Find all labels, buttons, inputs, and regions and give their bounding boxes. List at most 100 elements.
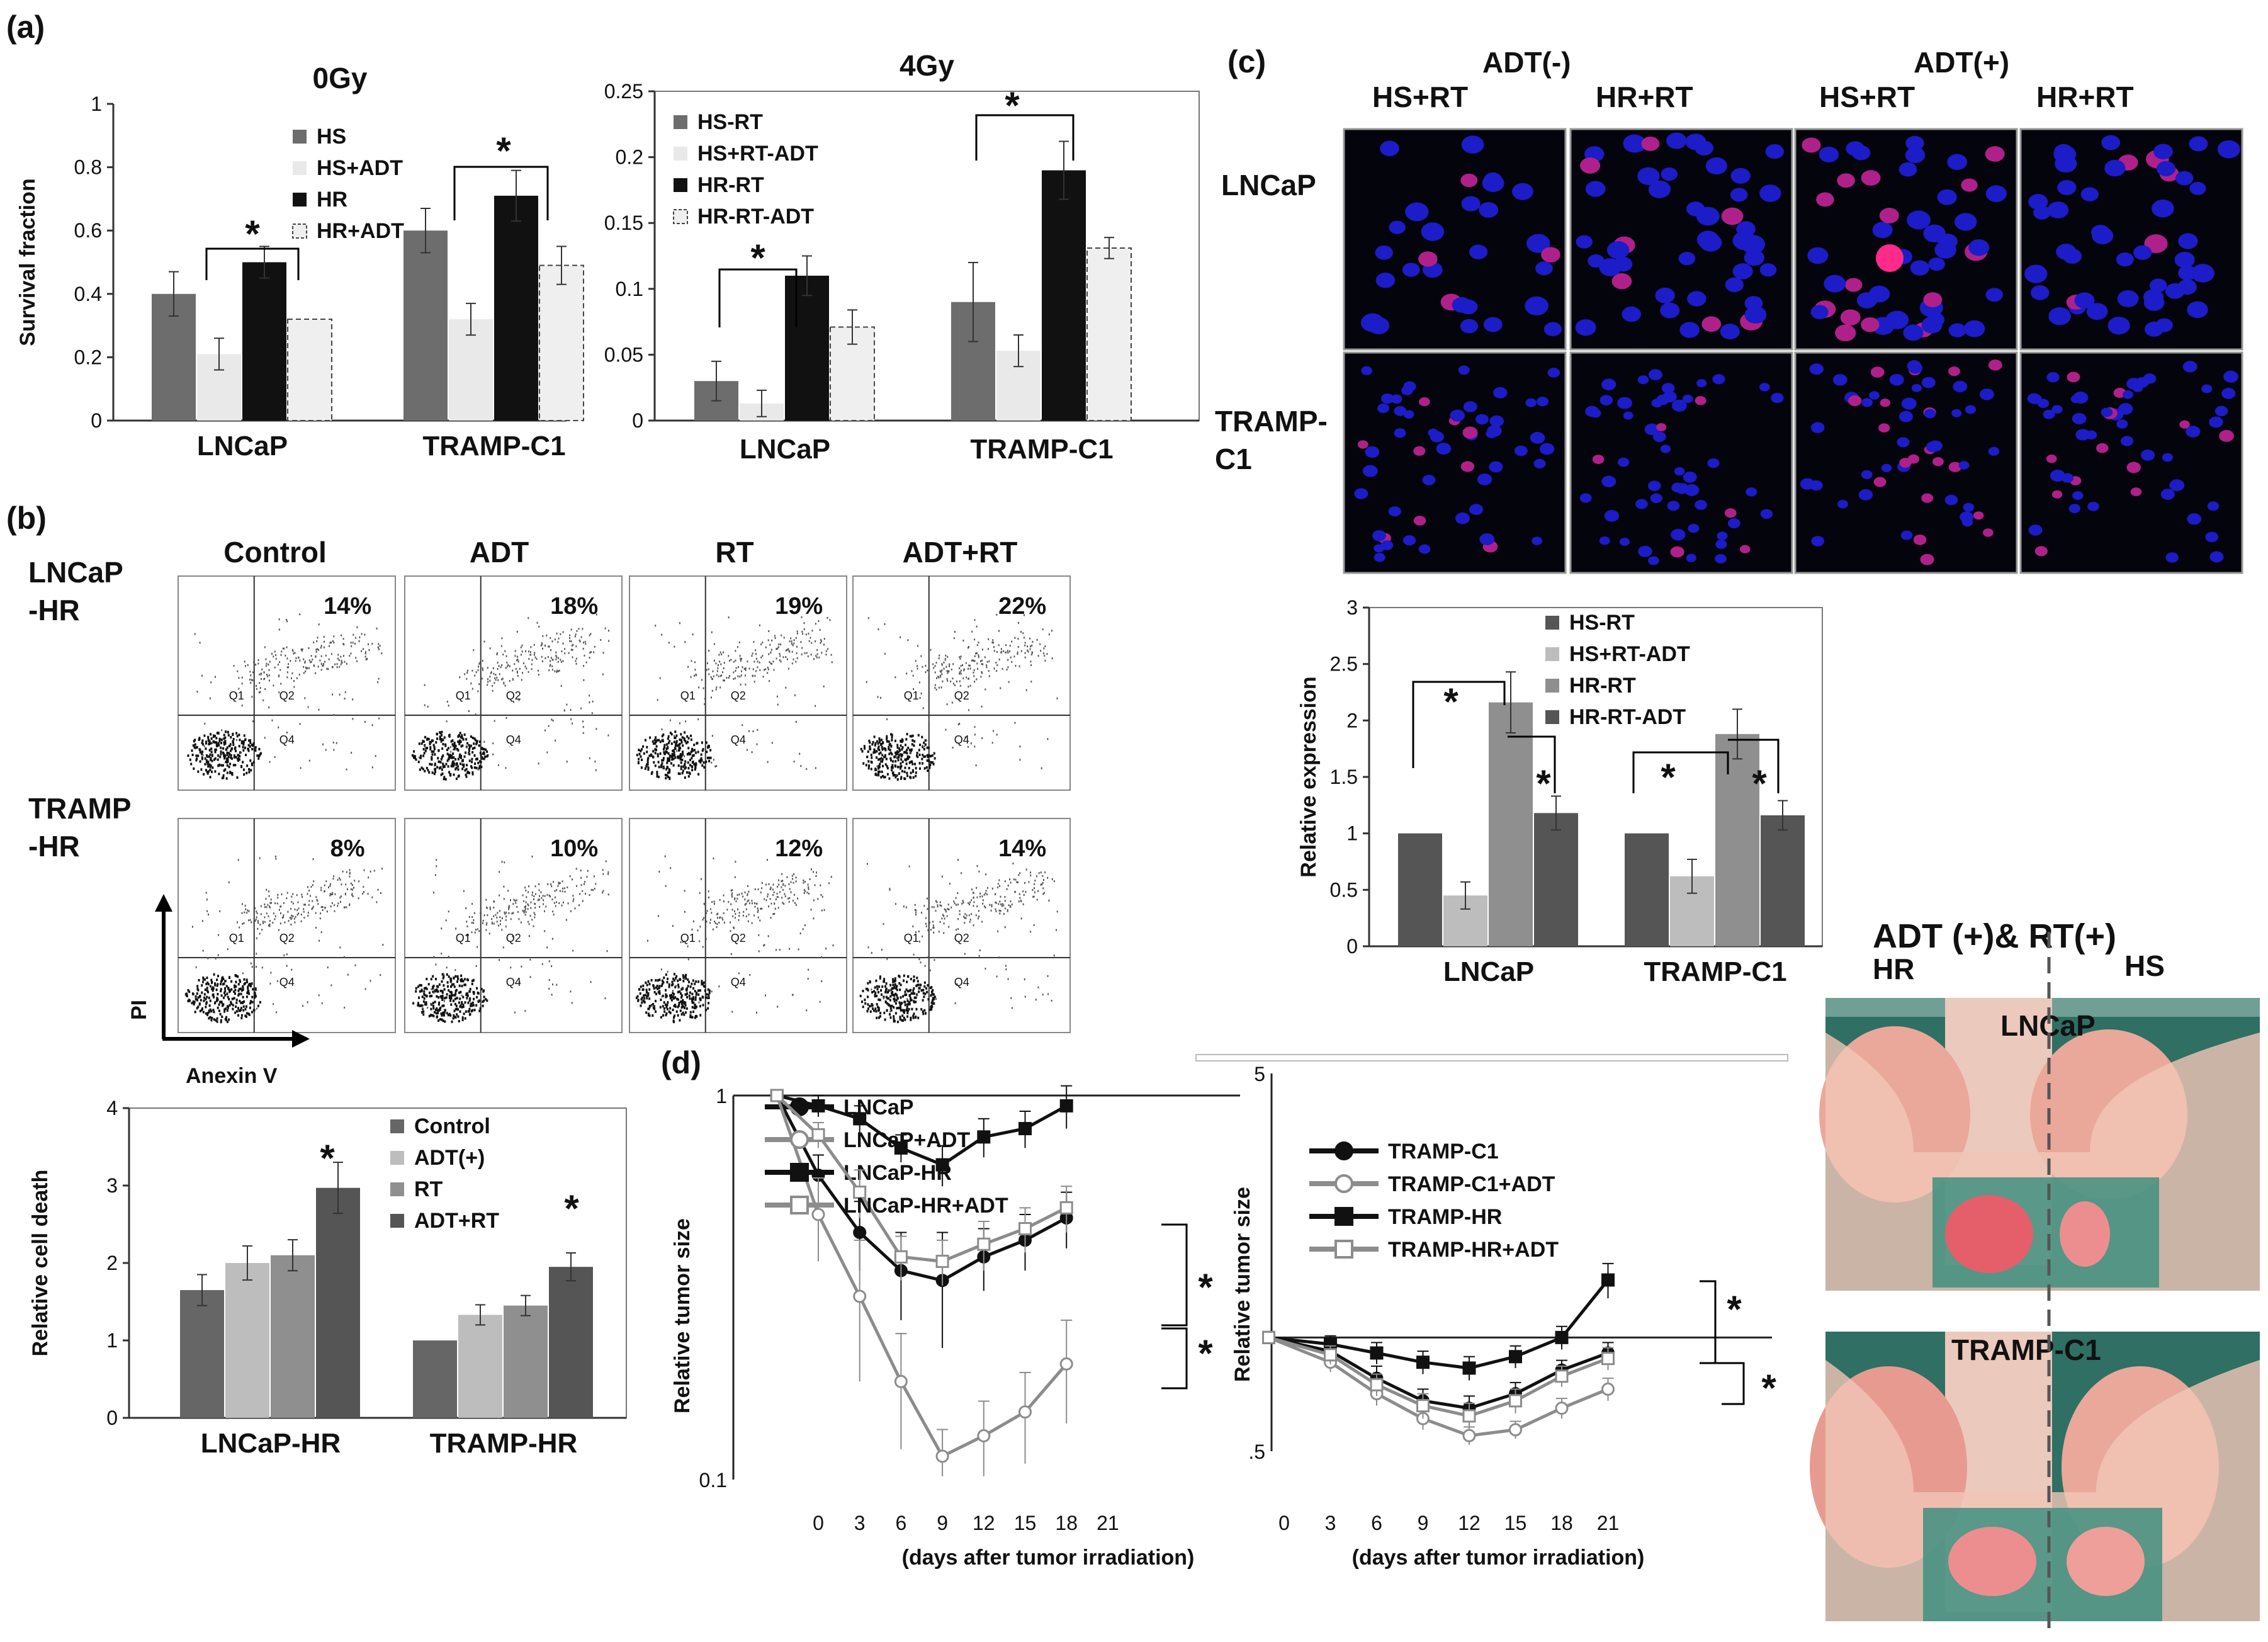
- micro-nucleus: [2187, 301, 2208, 319]
- micro-nucleus: [1604, 509, 1620, 522]
- micro-nucleus: [1835, 324, 1856, 342]
- micro-nucleus: [2051, 490, 2063, 499]
- micro-nucleus: [1948, 461, 1961, 472]
- y-tick-label: 1.5: [1330, 766, 1358, 788]
- micro-nucleus: [2092, 227, 2114, 244]
- y-tick-label: 2: [1346, 709, 1358, 732]
- y-tick-label: 2.5: [1330, 653, 1358, 676]
- micro-nucleus: [2118, 403, 2133, 415]
- y-tick-label: 0: [632, 409, 643, 432]
- micro-nucleus: [1530, 431, 1545, 444]
- y-tick-label: 0.1: [616, 278, 643, 300]
- micro-nucleus: [1617, 397, 1632, 409]
- data-point: [894, 1250, 908, 1264]
- micro-nucleus: [1907, 210, 1931, 230]
- micro-nucleus: [1512, 183, 1533, 200]
- data-point: [1370, 1378, 1384, 1391]
- micro-nucleus: [1903, 324, 1924, 341]
- micro-nucleus: [1375, 245, 1393, 260]
- legend-marker: [1334, 1207, 1353, 1226]
- flow-quadrant-q4: Q4: [731, 733, 746, 746]
- photo-label-1: TRAMP-C1: [1951, 1333, 2101, 1366]
- micro-nucleus: [1844, 278, 1863, 292]
- legend-swatch: [390, 1214, 404, 1228]
- micro-nucleus: [1732, 263, 1753, 280]
- series-line-TRAMP-C1+ADT: [1268, 1336, 1609, 1437]
- micro-nucleus: [2209, 551, 2224, 563]
- data-point: [1462, 1409, 1476, 1423]
- micro-nucleus: [1837, 499, 1848, 509]
- micro-nucleus: [1928, 440, 1943, 452]
- micro-nucleus: [1961, 518, 1973, 527]
- bar-ADT+RT: [549, 1267, 593, 1418]
- micro-nucleus: [1771, 392, 1784, 404]
- micro-nucleus: [1514, 445, 1528, 456]
- micro-nucleus: [1660, 444, 1671, 453]
- flow-quadrant-q4: Q4: [731, 976, 746, 988]
- x-tick-label: 9: [1418, 1512, 1429, 1534]
- category-label: LNCaP: [1443, 956, 1534, 987]
- micro-nucleus: [1988, 446, 2000, 456]
- micro-nucleus: [1870, 366, 1885, 378]
- significance-star: *: [1005, 84, 1020, 127]
- micro-row-0-label1: LNCaP: [1221, 169, 1316, 201]
- category-label: LNCaP: [197, 431, 288, 461]
- micro-nucleus: [1648, 369, 1662, 380]
- micro-nucleus: [1617, 457, 1630, 467]
- flow-dots-viable: [860, 733, 936, 781]
- micro-nucleus: [2179, 420, 2190, 429]
- photo-bottom: TRAMP-C1: [1810, 1332, 2260, 1621]
- micro-nucleus: [2050, 469, 2065, 482]
- legend-marker: [1334, 1174, 1353, 1193]
- micro-nucleus: [1380, 140, 1399, 157]
- significance-bracket: [1161, 1327, 1188, 1390]
- micro-nucleus: [1699, 234, 1722, 252]
- micro-nucleus: [1543, 322, 1562, 337]
- bar-HR-RT: [785, 275, 829, 421]
- data-point: [1018, 1222, 1032, 1236]
- flow-x-axis-label: Anexin V: [186, 1064, 278, 1088]
- data-point: [977, 1429, 991, 1442]
- legend-swatch: [1545, 647, 1559, 661]
- micro-nucleus: [2221, 388, 2236, 399]
- legend-label: HR-RT: [697, 173, 764, 197]
- data-point: [935, 1449, 949, 1463]
- micro-nucleus: [2073, 392, 2089, 404]
- y-tick-label: 3: [106, 1174, 118, 1197]
- micro-nucleus: [1655, 287, 1675, 303]
- micro-nucleus: [1601, 475, 1616, 487]
- micro-nucleus: [1418, 251, 1438, 267]
- micro-nucleus: [2101, 135, 2121, 150]
- micro-nucleus: [2149, 278, 2167, 293]
- bar-RT: [271, 1255, 315, 1418]
- micro-nucleus: [1372, 530, 1386, 541]
- micro-nucleus: [2162, 453, 2173, 462]
- micro-nucleus: [1911, 383, 1922, 392]
- micro-group-0: ADT(-): [1482, 46, 1571, 79]
- bar-HS: [403, 230, 448, 421]
- micro-nucleus: [1913, 535, 1927, 545]
- micro-nucleus: [1526, 234, 1550, 253]
- micro-nucleus: [1819, 146, 1839, 162]
- flow-quadrant-q2: Q2: [731, 932, 746, 944]
- legend-label: HR-RT-ADT: [697, 205, 814, 229]
- micro-nucleus: [1541, 247, 1560, 263]
- micro-nucleus: [1599, 258, 1622, 276]
- micro-nucleus: [1475, 414, 1489, 425]
- legend-label: HS+RT-ADT: [1569, 642, 1690, 666]
- data-point: [1509, 1423, 1522, 1437]
- micro-nucleus: [1455, 512, 1470, 524]
- micro-nucleus: [2028, 194, 2048, 210]
- bar-ADT(+): [458, 1315, 502, 1418]
- micro-nucleus: [2043, 409, 2055, 419]
- category-label: LNCaP: [740, 434, 830, 465]
- micro-col-0: HS+RT: [1372, 81, 1468, 113]
- data-point: [1601, 1273, 1615, 1287]
- x-tick-label: 3: [1325, 1512, 1336, 1534]
- micro-nucleus: [1988, 360, 2002, 371]
- significance-star: *: [496, 130, 511, 172]
- flow-col-3: ADT+RT: [903, 536, 1018, 569]
- micro-nucleus: [1682, 394, 1693, 404]
- micro-nucleus: [2156, 161, 2176, 176]
- legend-swatch: [674, 115, 687, 129]
